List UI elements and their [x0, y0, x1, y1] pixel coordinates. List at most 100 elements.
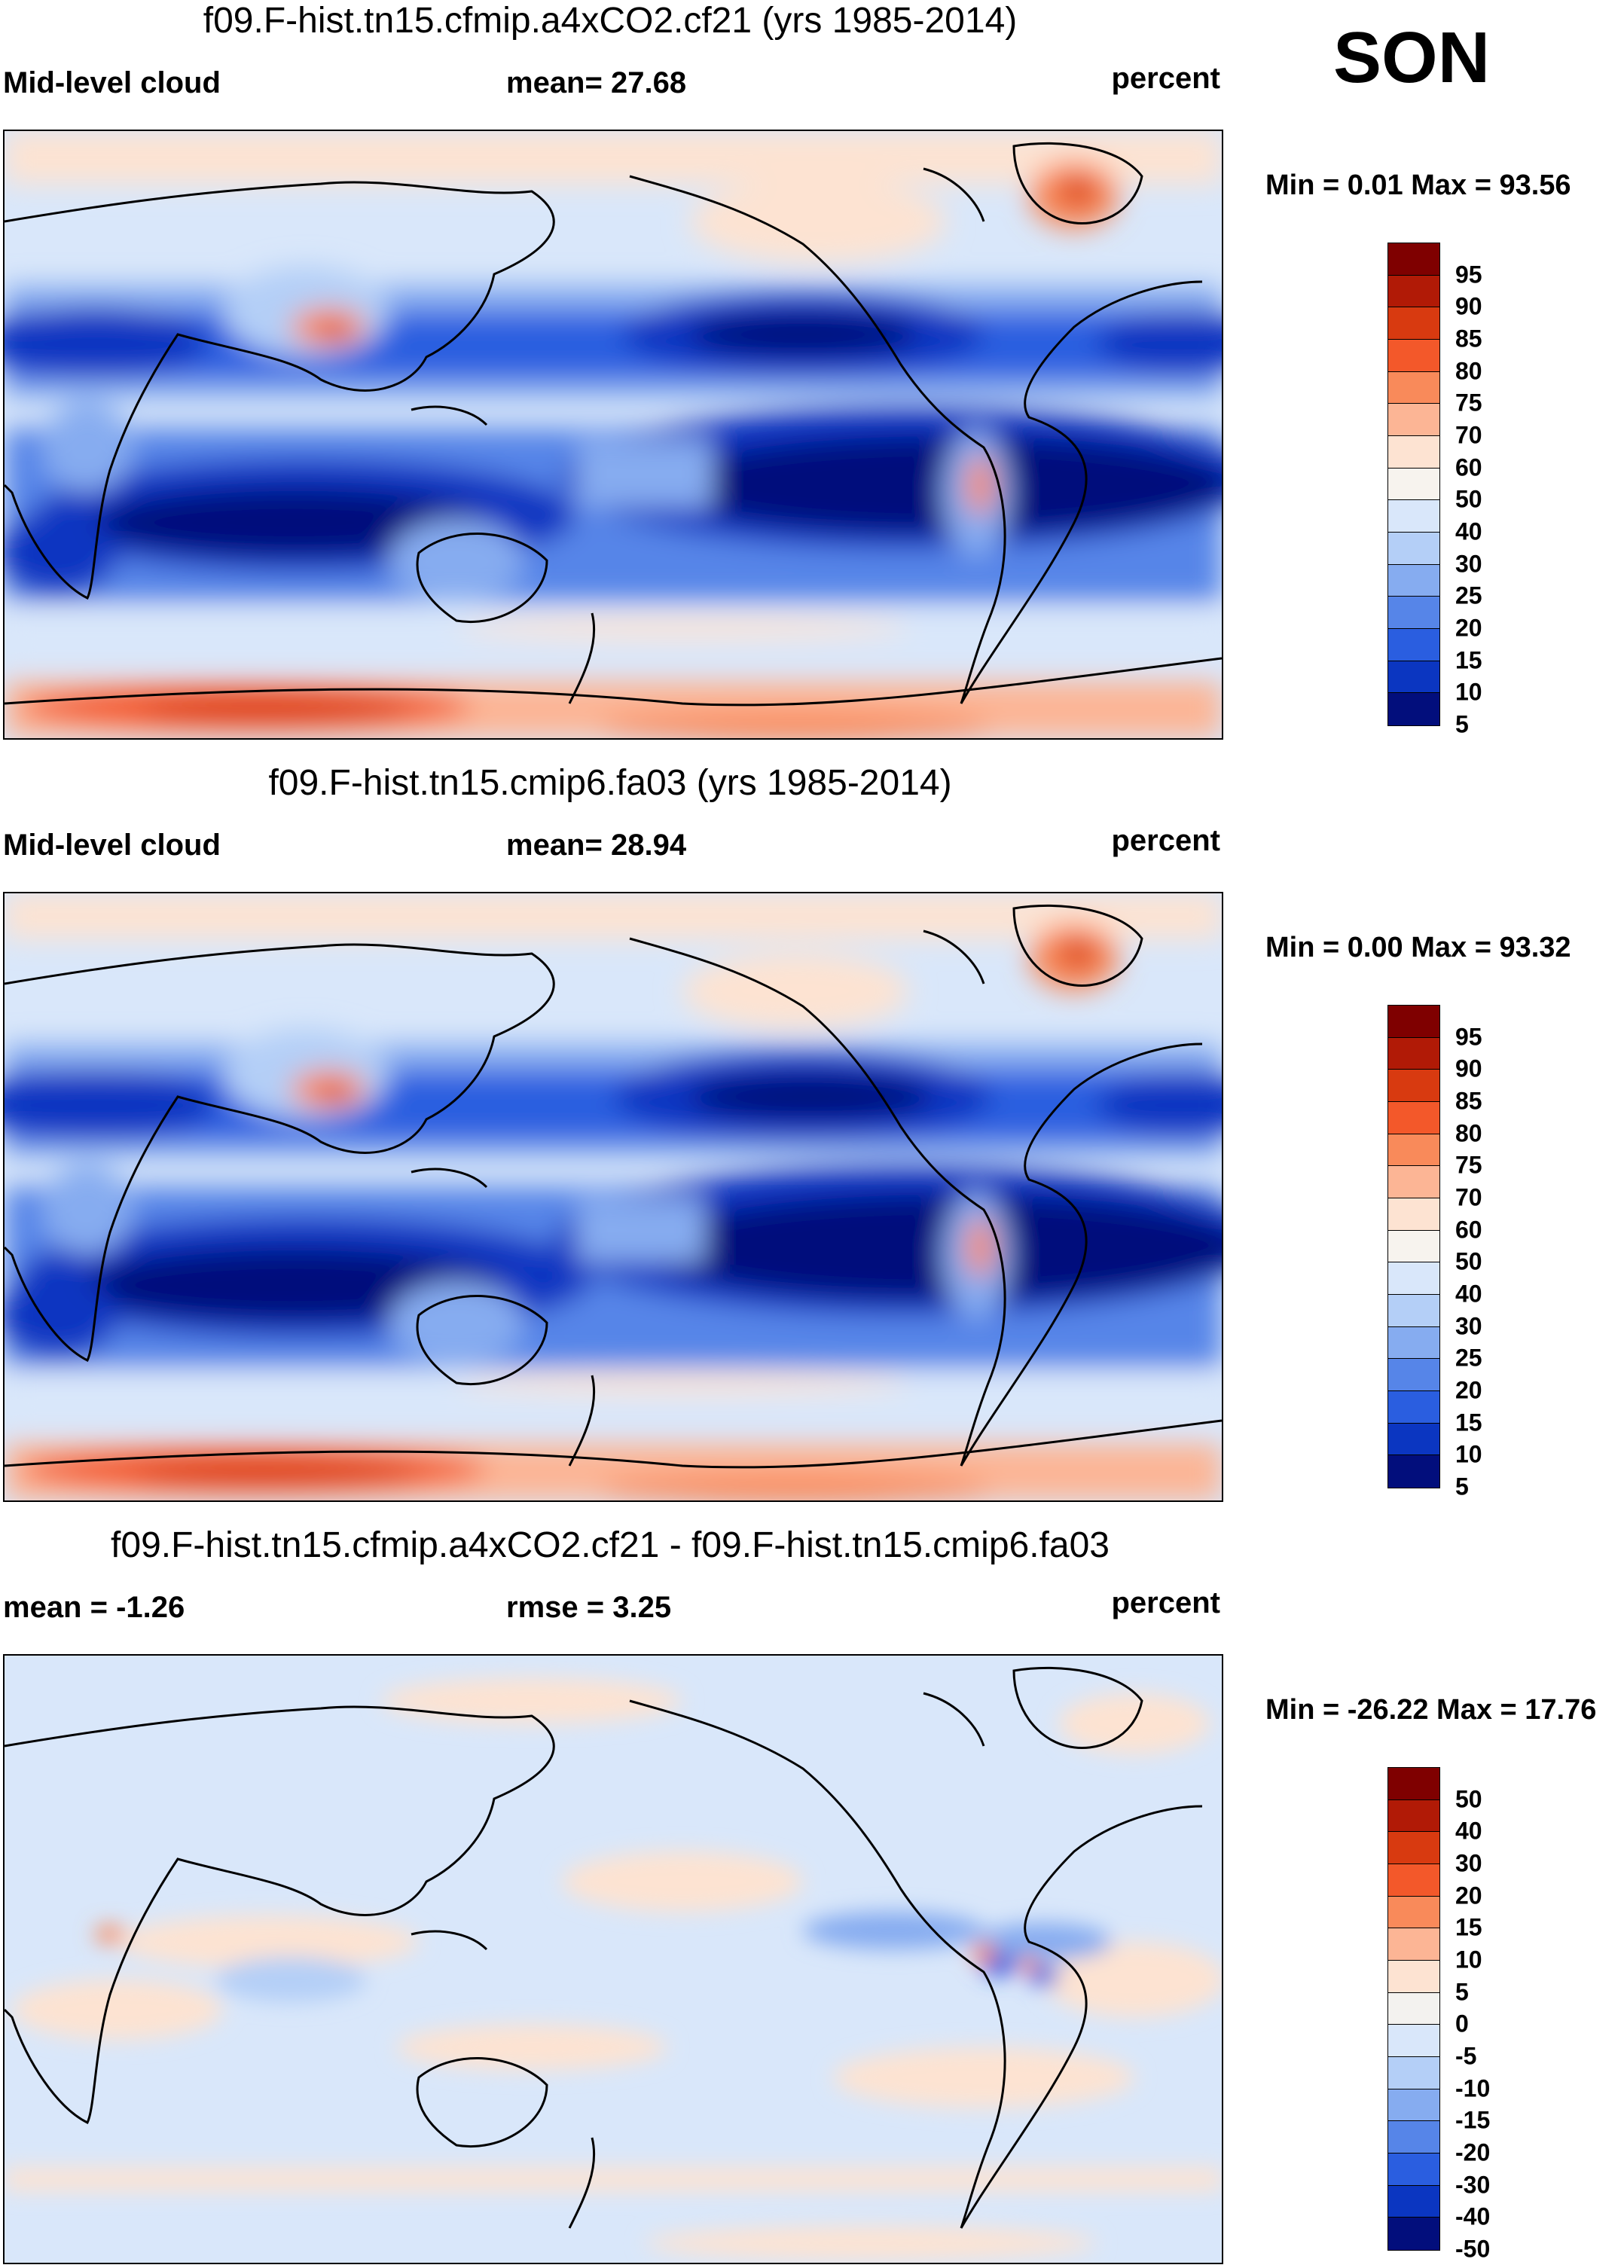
- panel-3-colorbar: 50 40 30 20 15 10 5 0 -5 -10 -15 -20 -30 -40 -50: [1387, 1767, 1490, 2263]
- colorbar-swatch: [1387, 1455, 1440, 1488]
- colorbar-swatch: [1387, 2217, 1440, 2251]
- panel-3-coastlines: [5, 1666, 1203, 2229]
- colorbar-tick-label: 25: [1455, 1344, 1482, 1372]
- colorbar-tick-label: 5: [1455, 1473, 1469, 1500]
- colorbar-tick-label: -5: [1455, 2042, 1477, 2070]
- colorbar-swatch: [1387, 2088, 1440, 2123]
- colorbar-tick-label: 95: [1455, 1023, 1482, 1051]
- panel-2-field: [5, 893, 1222, 1500]
- colorbar-swatch: [1387, 596, 1440, 630]
- colorbar-swatch: [1387, 1294, 1440, 1328]
- colorbar-swatch: [1387, 243, 1440, 276]
- panel-2-minmax: Min = 0.00 Max = 93.32: [1265, 932, 1571, 963]
- colorbar-swatch: [1387, 1326, 1440, 1360]
- colorbar-tick-label: 85: [1455, 1087, 1482, 1115]
- colorbar-swatch: [1387, 1992, 1440, 2026]
- colorbar-tick-label: 15: [1455, 1913, 1482, 1941]
- colorbar-swatch: [1387, 1864, 1440, 1897]
- colorbar-swatch: [1387, 2024, 1440, 2058]
- colorbar-tick-label: 25: [1455, 581, 1482, 609]
- colorbar-swatch: [1387, 1831, 1440, 1865]
- panel-3-rmse-label: rmse = 3.25: [506, 1591, 672, 1624]
- colorbar-swatch: [1387, 1262, 1440, 1296]
- panel-2-variable-label: Mid-level cloud: [3, 829, 221, 862]
- colorbar-tick-label: 40: [1455, 1280, 1482, 1308]
- colorbar-swatch: [1387, 2184, 1440, 2219]
- colorbar-tick-label: -10: [1455, 2074, 1491, 2102]
- panel-3-mean-label: mean = -1.26: [3, 1591, 185, 1624]
- colorbar-swatch: [1387, 1069, 1440, 1103]
- colorbar-tick-label: 10: [1455, 1946, 1482, 1973]
- panel-3-map: [3, 1654, 1223, 2264]
- colorbar-swatch: [1387, 403, 1440, 437]
- panel-3-minmax: Min = -26.22 Max = 17.76: [1265, 1694, 1597, 1726]
- colorbar-swatch: [1387, 563, 1440, 598]
- panel-1-map: [3, 130, 1223, 740]
- panel-1-colorbar: 95 90 85 80 75 70 60 50 40 30 25 20 15 10 5: [1387, 243, 1482, 738]
- panel-3-map-svg: [5, 1656, 1222, 2263]
- colorbar-swatch: [1387, 1960, 1440, 1994]
- colorbar-swatch: [1387, 307, 1440, 340]
- colorbar-tick-label: 70: [1455, 421, 1482, 449]
- panel-1-title: f09.F-hist.tn15.cfmip.a4xCO2.cf21 (yrs 1…: [203, 1, 1018, 41]
- panel-2-units-label: percent: [1111, 824, 1221, 857]
- panel-1-mean-label: mean= 27.68: [506, 66, 687, 99]
- colorbar-swatch: [1387, 1005, 1440, 1039]
- colorbar-swatch: [1387, 1799, 1440, 1833]
- colorbar-tick-label: 30: [1455, 550, 1482, 578]
- panel-1-variable-label: Mid-level cloud: [3, 66, 221, 99]
- colorbar-swatch: [1387, 1133, 1440, 1168]
- colorbar-swatch: [1387, 1101, 1440, 1135]
- colorbar-swatch: [1387, 2056, 1440, 2090]
- colorbar-tick-label: -40: [1455, 2202, 1491, 2230]
- panel-2-title: f09.F-hist.tn15.cmip6.fa03 (yrs 1985-201…: [268, 763, 952, 803]
- season-label: SON: [1333, 17, 1491, 98]
- colorbar-tick-label: 90: [1455, 1055, 1482, 1082]
- panel-1-field: [5, 131, 1222, 738]
- panel-2-map: [3, 892, 1223, 1502]
- panel-3-title: f09.F-hist.tn15.cfmip.a4xCO2.cf21 - f09.…: [111, 1525, 1110, 1565]
- colorbar-tick-label: 80: [1455, 357, 1482, 385]
- colorbar-tick-label: 80: [1455, 1119, 1482, 1147]
- colorbar-tick-label: -20: [1455, 2138, 1491, 2166]
- panel-2-coastlines: [5, 904, 1222, 1469]
- colorbar-tick-label: 15: [1455, 646, 1482, 674]
- colorbar-swatch: [1387, 339, 1440, 373]
- colorbar-swatch: [1387, 532, 1440, 566]
- colorbar-tick-label: -15: [1455, 2106, 1491, 2134]
- colorbar-swatch: [1387, 1767, 1440, 1801]
- colorbar-swatch: [1387, 2153, 1440, 2187]
- colorbar-swatch: [1387, 1358, 1440, 1392]
- colorbar-tick-label: 10: [1455, 1440, 1482, 1468]
- colorbar-swatch: [1387, 660, 1440, 694]
- colorbar-tick-label: 10: [1455, 678, 1482, 706]
- colorbar-tick-label: 0: [1455, 2010, 1469, 2038]
- colorbar-swatch: [1387, 1165, 1440, 1199]
- colorbar-tick-label: 50: [1455, 1247, 1482, 1275]
- panel-1-coastlines: [5, 142, 1222, 707]
- colorbar-tick-label: 30: [1455, 1312, 1482, 1340]
- colorbar-tick-label: 50: [1455, 1785, 1482, 1813]
- panel-1-map-svg: [5, 131, 1222, 738]
- colorbar-tick-label: 5: [1455, 710, 1469, 738]
- colorbar-swatch: [1387, 371, 1440, 405]
- colorbar-tick-label: 75: [1455, 389, 1482, 417]
- colorbar-tick-label: 50: [1455, 485, 1482, 513]
- colorbar-tick-label: 40: [1455, 517, 1482, 545]
- colorbar-swatch: [1387, 274, 1440, 309]
- colorbar-tick-label: 15: [1455, 1409, 1482, 1436]
- colorbar-tick-label: 85: [1455, 325, 1482, 353]
- colorbar-swatch: [1387, 2120, 1440, 2154]
- colorbar-tick-label: 40: [1455, 1817, 1482, 1845]
- panel-3-units-label: percent: [1111, 1586, 1221, 1619]
- colorbar-tick-label: 90: [1455, 292, 1482, 320]
- panel-2-mean-label: mean= 28.94: [506, 829, 687, 862]
- colorbar-swatch: [1387, 1198, 1440, 1232]
- colorbar-tick-label: 60: [1455, 1216, 1482, 1244]
- colorbar-swatch: [1387, 1422, 1440, 1457]
- colorbar-swatch: [1387, 499, 1440, 533]
- colorbar-tick-label: 20: [1455, 1882, 1482, 1909]
- colorbar-tick-label: 70: [1455, 1183, 1482, 1211]
- colorbar-tick-label: 60: [1455, 453, 1482, 481]
